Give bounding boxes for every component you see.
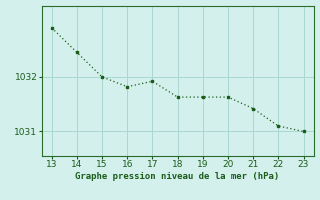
X-axis label: Graphe pression niveau de la mer (hPa): Graphe pression niveau de la mer (hPa) (76, 172, 280, 181)
